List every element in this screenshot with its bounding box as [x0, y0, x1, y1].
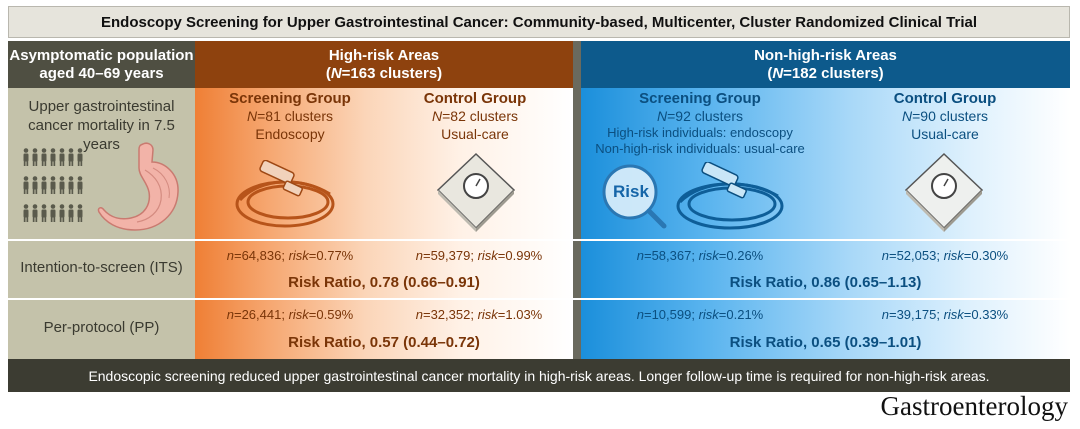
- nhr-screening-title: Screening Group: [639, 90, 761, 107]
- nhr-pp-control-values: n=39,175; risk=0.33%: [881, 307, 1009, 322]
- nhr-pp-screening-values: n=10,599; risk=0.21%: [636, 307, 764, 322]
- high-risk-title: High-risk Areas: [328, 46, 440, 64]
- nhr-screening-group: Screening Group N=92 clusters High-risk …: [590, 90, 810, 157]
- hr-pp-screening-values: n=26,441; risk=0.59%: [226, 307, 354, 322]
- nhr-control-title: Control Group: [893, 90, 997, 107]
- weighing-scale-icon: [436, 152, 516, 232]
- left-label-column: [8, 88, 195, 359]
- outcome-label: Upper gastrointestinal cancer mortality …: [28, 98, 175, 153]
- conclusion-text: Endoscopic screening reduced upper gastr…: [88, 367, 990, 384]
- nhr-control-clusters: N=90 clusters: [902, 108, 988, 124]
- endoscope-icon-blue: [676, 162, 784, 230]
- nhr-control-method: Usual-care: [911, 126, 979, 142]
- its-label: Intention-to-screen (ITS): [20, 259, 183, 276]
- hr-control-group: Control Group N=82 clusters Usual-care: [385, 90, 565, 143]
- hr-pp-control-values: n=32,352; risk=1.03%: [415, 307, 543, 322]
- hr-screening-group: Screening Group N=81 clusters Endoscopy: [200, 90, 380, 143]
- stomach-icon: [97, 142, 179, 231]
- figure-title-text: Endoscopy Screening for Upper Gastrointe…: [100, 13, 977, 31]
- population-line-2: aged 40–69 years: [39, 64, 164, 82]
- hr-control-method: Usual-care: [441, 126, 509, 142]
- figure-title: Endoscopy Screening for Upper Gastrointe…: [8, 6, 1070, 38]
- nhr-pp-risk-ratio: Risk Ratio, 0.65 (0.39–1.01): [729, 334, 922, 351]
- hr-pp-risk-ratio: Risk Ratio, 0.57 (0.44–0.72): [288, 334, 480, 351]
- hr-control-clusters: N=82 clusters: [432, 108, 518, 124]
- nhr-its-screening-values: n=58,367; risk=0.26%: [636, 248, 764, 263]
- magnifier-icon: [602, 164, 667, 229]
- risk-badge: Risk: [613, 182, 649, 201]
- conclusion-footer: Endoscopic screening reduced upper gastr…: [8, 359, 1070, 392]
- hr-its-control-values: n=59,379; risk=0.99%: [415, 248, 543, 263]
- endoscope-icon: [235, 160, 335, 228]
- row-separator: [8, 298, 1070, 300]
- pp-label: Per-protocol (PP): [43, 319, 160, 336]
- nhr-its-control-values: n=52,053; risk=0.30%: [881, 248, 1009, 263]
- hr-its-screening-values: n=64,836; risk=0.77%: [226, 248, 354, 263]
- hr-screening-title: Screening Group: [229, 90, 351, 107]
- population-header: Asymptomatic population aged 40–69 years: [8, 41, 195, 88]
- hr-screening-clusters: N=81 clusters: [247, 108, 333, 124]
- hr-screening-method: Endoscopy: [255, 126, 325, 142]
- nhr-screening-method-1: High-risk individuals: endoscopy: [607, 125, 793, 140]
- non-high-risk-title: Non-high-risk Areas: [754, 46, 897, 64]
- high-risk-header: High-risk Areas (N=163 clusters): [195, 41, 573, 88]
- nhr-control-group: Control Group N=90 clusters Usual-care: [850, 90, 1040, 143]
- nhr-screening-method-2: Non-high-risk individuals: usual-care: [595, 141, 805, 156]
- population-icon: [23, 148, 83, 230]
- population-line-1: Asymptomatic population: [9, 46, 194, 64]
- nhr-screening-clusters: N=92 clusters: [657, 108, 743, 124]
- area-divider: [573, 41, 581, 359]
- hr-control-title: Control Group: [423, 90, 527, 107]
- hr-its-risk-ratio: Risk Ratio, 0.78 (0.66–0.91): [288, 274, 480, 291]
- row-separator: [8, 239, 1070, 241]
- non-high-risk-header: Non-high-risk Areas (N=182 clusters): [581, 41, 1070, 88]
- weighing-scale-icon-blue: [904, 152, 984, 232]
- nhr-its-risk-ratio: Risk Ratio, 0.86 (0.65–1.13): [729, 274, 922, 291]
- journal-name: Gastroenterology: [880, 391, 1068, 421]
- non-high-risk-clusters: (N=182 clusters): [767, 64, 884, 82]
- high-risk-clusters: (N=163 clusters): [325, 64, 443, 82]
